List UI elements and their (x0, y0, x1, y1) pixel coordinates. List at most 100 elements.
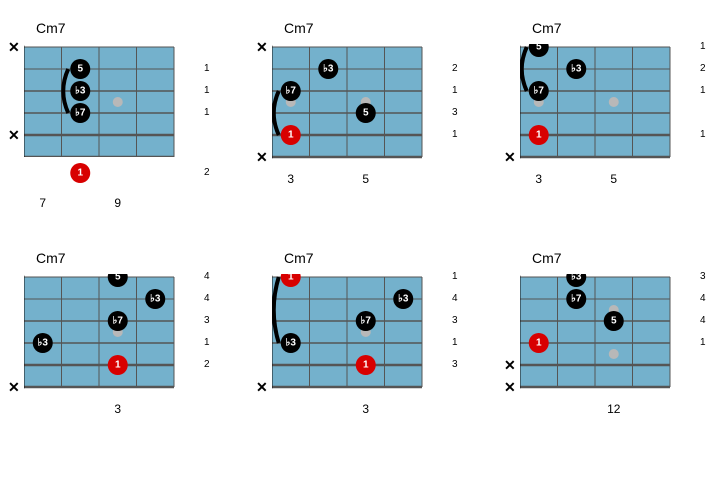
fret-labels: 12 (520, 402, 712, 416)
fret-labels: 79 (24, 196, 216, 210)
diagram-row: ✕✕5♭3♭711112 (8, 44, 216, 190)
mute-mark: ✕ (8, 380, 20, 394)
fretboard: 5 ♭3 ♭7 1 (24, 44, 184, 190)
finger-column: 2131 (446, 44, 464, 166)
fret-label: 3 (347, 402, 385, 416)
svg-text:1: 1 (115, 360, 121, 371)
svg-text:♭3: ♭3 (286, 338, 297, 349)
finger-number: 4 (700, 316, 706, 326)
svg-text:5: 5 (363, 108, 369, 119)
diagram-row: ✕ 5 ♭3 ♭7 ♭3 1 4 4 3 1 2 (8, 274, 216, 396)
finger-number: 3 (452, 108, 458, 118)
svg-text:5: 5 (611, 316, 617, 327)
svg-text:♭7: ♭7 (75, 108, 86, 119)
svg-text:♭7: ♭7 (534, 86, 545, 97)
mute-mark: ✕ (256, 40, 268, 54)
svg-text:1: 1 (363, 360, 369, 371)
fret-label: 7 (24, 196, 62, 210)
finger-number: 1 (204, 86, 210, 96)
mute-column: ✕✕ (256, 44, 272, 166)
fretboard: ♭3 ♭7 5 1 (520, 274, 680, 396)
fretboard-svg-container: 5 ♭3 ♭7 1 (24, 44, 198, 190)
chord-title: Cm7 (284, 20, 464, 36)
fretboard: 5 ♭3 ♭7 1 (520, 44, 680, 166)
diagram-row: ✕1♭3♭7♭3114313 (256, 274, 464, 396)
fretboard-svg-container: 5 ♭3 ♭7 ♭3 1 (24, 274, 198, 396)
svg-text:♭7: ♭7 (361, 316, 372, 327)
fret-labels: 3 (24, 402, 216, 416)
chord-diagram-5: Cm7✕✕♭3♭751344112 (504, 250, 712, 416)
finger-number: 3 (204, 316, 210, 326)
mute-column: ✕ (8, 274, 24, 396)
mute-mark: ✕ (256, 150, 268, 164)
svg-text:1: 1 (288, 274, 294, 283)
fret-label: 9 (99, 196, 137, 210)
finger-column: 14313 (446, 274, 464, 396)
chord-diagram-2: Cm7✕5♭3♭71121135 (504, 20, 712, 210)
mute-mark: ✕ (8, 40, 20, 54)
finger-column: 3441 (694, 274, 712, 396)
mute-mark: ✕ (8, 128, 20, 142)
svg-text:1: 1 (77, 168, 83, 179)
svg-text:5: 5 (536, 44, 542, 53)
chord-diagram-0: Cm7✕✕5♭3♭71111279 (8, 20, 216, 210)
svg-text:♭3: ♭3 (398, 294, 409, 305)
chord-title: Cm7 (36, 20, 216, 36)
mute-column: ✕ (504, 44, 520, 166)
finger-number: 1 (452, 86, 458, 96)
chord-title: Cm7 (284, 250, 464, 266)
diagram-row: ✕5♭3♭711211 (504, 44, 712, 166)
finger-number: 1 (700, 130, 706, 140)
chord-title: Cm7 (36, 250, 216, 266)
finger-number: 1 (452, 338, 458, 348)
fretboard-svg-container: 1 ♭3 ♭7 ♭3 1 (272, 274, 446, 396)
svg-text:♭3: ♭3 (150, 294, 161, 305)
finger-number: 4 (204, 294, 210, 304)
fretboard-svg-container: 5 ♭3 ♭7 1 (520, 44, 694, 166)
svg-text:♭7: ♭7 (113, 316, 124, 327)
chord-diagram-3: Cm7 ✕ 5 ♭3 ♭7 ♭3 1 4 4 3 1 2 3 (8, 250, 216, 416)
svg-text:♭3: ♭3 (38, 338, 49, 349)
fretboard: 5 ♭3 ♭7 ♭3 1 (24, 274, 184, 396)
finger-number: 2 (204, 168, 210, 178)
finger-number: 4 (452, 294, 458, 304)
svg-text:1: 1 (288, 130, 294, 141)
fret-label: 3 (520, 172, 558, 186)
mute-column: ✕✕ (8, 44, 24, 190)
finger-number: 1 (452, 272, 458, 282)
svg-text:♭3: ♭3 (75, 86, 86, 97)
svg-text:5: 5 (77, 64, 83, 75)
fret-label: 3 (272, 172, 310, 186)
finger-column: 1211 (694, 44, 712, 166)
mute-mark: ✕ (504, 380, 516, 394)
fret-label: 3 (99, 402, 137, 416)
fret-label: 12 (595, 402, 633, 416)
finger-number: 1 (204, 64, 210, 74)
svg-text:♭3: ♭3 (571, 274, 582, 283)
fret-labels: 35 (272, 172, 464, 186)
finger-number: 2 (204, 360, 210, 370)
finger-number: 1 (204, 338, 210, 348)
svg-text:♭7: ♭7 (286, 86, 297, 97)
mute-column: ✕ (256, 274, 272, 396)
fretboard: 1 ♭3 ♭7 ♭3 1 (272, 274, 432, 396)
chord-diagram-1: Cm7✕✕♭3♭751213135 (256, 20, 464, 210)
finger-number: 4 (204, 272, 210, 282)
fretboard-svg-container: ♭3 ♭7 5 1 (272, 44, 446, 166)
finger-number: 2 (452, 64, 458, 74)
chord-grid: Cm7✕✕5♭3♭71111279Cm7✕✕♭3♭751213135Cm7✕5♭… (8, 20, 712, 416)
mute-mark: ✕ (256, 380, 268, 394)
finger-number: 4 (700, 294, 706, 304)
chord-title: Cm7 (532, 20, 712, 36)
finger-number: 3 (452, 360, 458, 370)
finger-number: 1 (700, 42, 706, 52)
svg-text:♭3: ♭3 (571, 64, 582, 75)
svg-text:1: 1 (536, 130, 542, 141)
svg-text:5: 5 (115, 274, 121, 283)
svg-text:♭3: ♭3 (323, 64, 334, 75)
finger-number: 3 (700, 272, 706, 282)
svg-text:1: 1 (536, 338, 542, 349)
fretboard: ♭3 ♭7 5 1 (272, 44, 432, 166)
fret-labels: 35 (520, 172, 712, 186)
svg-text:♭7: ♭7 (571, 294, 582, 305)
